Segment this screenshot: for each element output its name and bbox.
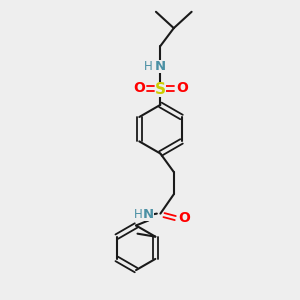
Text: O: O — [133, 82, 145, 95]
Text: O: O — [178, 211, 190, 225]
Text: O: O — [176, 82, 188, 95]
Text: H: H — [134, 208, 143, 221]
Text: H: H — [144, 60, 153, 73]
Text: N: N — [143, 208, 154, 221]
Text: N: N — [155, 60, 166, 73]
Text: S: S — [155, 82, 166, 97]
